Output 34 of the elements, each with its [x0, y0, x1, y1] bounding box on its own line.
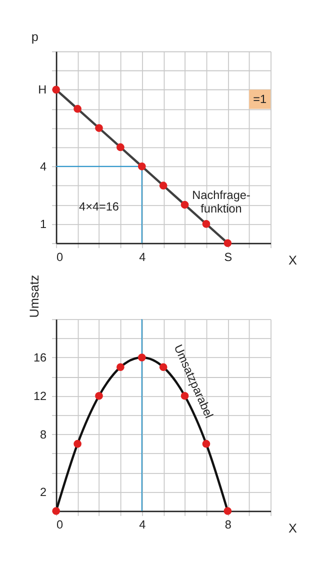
point — [180, 200, 189, 209]
point — [116, 363, 124, 372]
y-axis-title: Umsatz — [27, 274, 42, 318]
annotation: =1 — [253, 92, 267, 106]
annotation: Nachfrage- funktion — [192, 188, 250, 216]
point — [138, 354, 146, 362]
y-tick-label: 4 — [40, 160, 48, 174]
annotation: 4×4=16 — [79, 200, 120, 214]
x-tick-label: 8 — [224, 518, 232, 532]
point — [74, 104, 82, 113]
x-tick-label: 0 — [56, 250, 64, 264]
point — [95, 392, 103, 400]
x-tick-label: 4 — [139, 518, 146, 532]
x-tick-label: 0 — [56, 518, 64, 532]
point — [52, 507, 60, 515]
point — [159, 363, 168, 372]
x-tick-label: S — [224, 250, 232, 264]
y-tick-label: 1 — [40, 218, 47, 232]
x-axis-title: X — [288, 253, 298, 268]
point — [202, 440, 210, 448]
point — [138, 162, 146, 170]
point — [95, 124, 103, 132]
x-axis-title: X — [288, 521, 298, 536]
point — [159, 182, 168, 190]
y-tick-label: 12 — [34, 390, 47, 403]
point — [202, 220, 210, 228]
point — [116, 143, 124, 152]
y-tick-label: H — [38, 84, 47, 97]
x-tick-label: 4 — [139, 250, 146, 264]
y-tick-label: 8 — [40, 428, 48, 442]
y-axis-title: p — [31, 30, 38, 44]
y-tick-label: 16 — [34, 352, 48, 365]
y-tick-label: 2 — [40, 486, 47, 499]
point — [74, 440, 82, 448]
